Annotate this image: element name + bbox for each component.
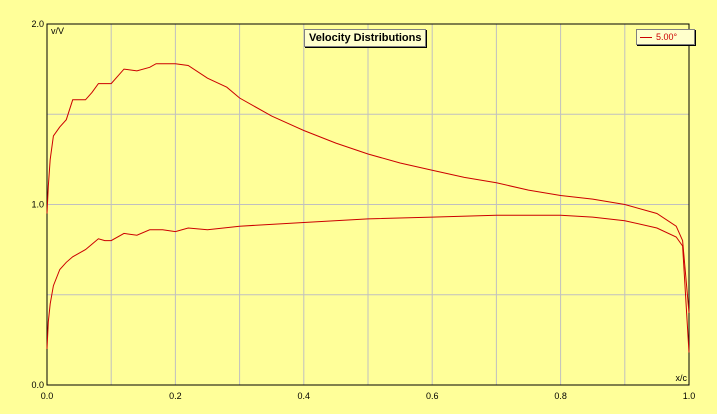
x-tick-label: 0.2 — [169, 391, 182, 401]
series-line-lower — [46, 214, 690, 353]
y-axis-label: v/V — [51, 26, 64, 36]
legend: 5.00° — [636, 29, 695, 45]
legend-swatch — [640, 36, 652, 38]
x-tick-label: 0.6 — [426, 391, 439, 401]
x-tick-label: 1.0 — [683, 391, 696, 401]
x-tick-label: 0.0 — [41, 391, 54, 401]
chart-title: Velocity Distributions — [304, 29, 427, 47]
legend-label: 5.00° — [656, 32, 678, 42]
x-tick-label: 0.8 — [554, 391, 567, 401]
y-tick-label: 2.0 — [31, 19, 44, 29]
y-tick-label: 0.0 — [31, 380, 44, 390]
x-axis-label: x/c — [675, 373, 687, 383]
series-line-upper — [46, 63, 690, 313]
x-tick-label: 0.4 — [298, 391, 311, 401]
y-tick-label: 1.0 — [31, 200, 44, 210]
